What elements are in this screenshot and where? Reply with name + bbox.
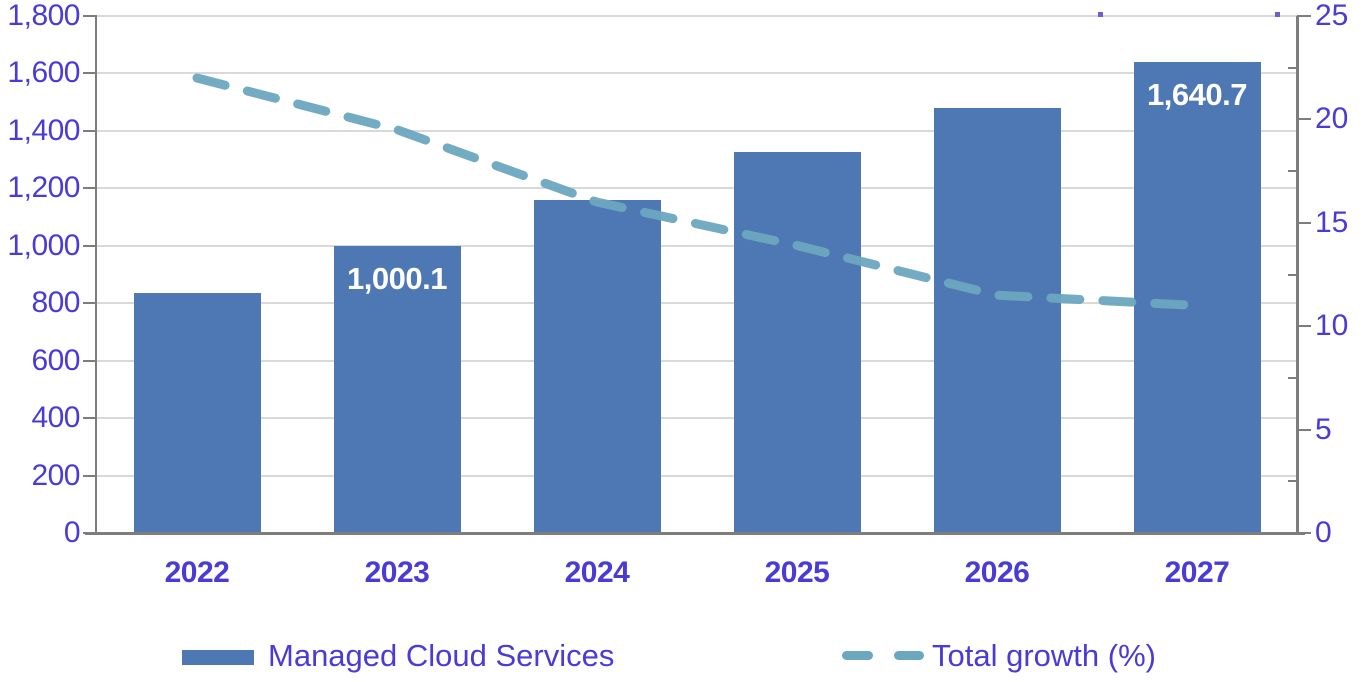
bar-2025 — [733, 152, 861, 532]
left-axis-tick — [83, 474, 97, 477]
legend-label-managed-cloud-services: Managed Cloud Services — [268, 638, 615, 673]
right-axis-minor-tick — [1288, 480, 1297, 483]
left-axis-tick-label: 200 — [31, 458, 80, 492]
bar-value-label: 1,640.7 — [1147, 76, 1247, 112]
x-axis-label-2024: 2024 — [564, 556, 630, 589]
right-axis-tick-label: 5 — [1315, 412, 1332, 446]
right-axis-minor-tick — [1288, 66, 1297, 69]
left-axis-tick-label: 1,000 — [7, 228, 80, 262]
artifact-dot — [1275, 12, 1280, 17]
gridline — [97, 129, 1297, 132]
right-axis-tick — [1297, 428, 1311, 431]
dashed-line-swatch — [894, 651, 924, 660]
gridline — [97, 15, 1297, 17]
bar-value-label: 1,000.1 — [347, 260, 447, 296]
x-axis-label-2023: 2023 — [364, 556, 430, 589]
bar-2023 — [333, 245, 461, 532]
left-axis-tick — [83, 187, 97, 190]
right-axis-tick-label: 0 — [1315, 516, 1332, 549]
x-axis-line — [85, 532, 1305, 535]
right-axis-tick-label: 10 — [1315, 309, 1349, 343]
left-axis-tick — [83, 72, 97, 75]
left-axis-tick — [83, 15, 97, 17]
right-axis-tick-label: 20 — [1315, 102, 1349, 136]
gridline — [97, 187, 1297, 190]
right-axis-tick-label: 25 — [1315, 0, 1349, 32]
bar-2027 — [1133, 61, 1261, 532]
right-axis-tick — [1297, 15, 1311, 17]
dashed-line-swatch — [842, 651, 873, 660]
right-axis-tick — [1297, 532, 1311, 534]
left-axis-tick — [83, 302, 97, 305]
bar-series-swatch — [182, 650, 254, 665]
legend-label-total-growth: Total growth (%) — [932, 638, 1156, 673]
x-axis-label-2027: 2027 — [1164, 556, 1230, 589]
left-axis-tick — [83, 532, 97, 534]
right-axis-minor-tick — [1288, 170, 1297, 173]
gridline — [97, 417, 1297, 420]
right-axis-tick — [1297, 221, 1311, 224]
left-axis-tick-label: 1,600 — [7, 56, 80, 90]
bar-2024 — [533, 199, 661, 532]
left-axis-tick — [83, 417, 97, 420]
left-axis-tick-label: 1,800 — [7, 0, 80, 32]
right-axis-tick — [1297, 118, 1311, 121]
total-growth-dashed-line — [192, 73, 1202, 310]
right-axis-line — [1296, 16, 1299, 533]
x-axis-label-2022: 2022 — [164, 556, 230, 589]
x-axis-label-2026: 2026 — [964, 556, 1030, 589]
bar-2022 — [133, 293, 261, 532]
gridline — [97, 359, 1297, 362]
gridline — [97, 72, 1297, 75]
left-axis-tick — [83, 129, 97, 132]
artifact-dot — [1098, 12, 1103, 17]
left-axis-tick — [83, 359, 97, 362]
gridline — [97, 302, 1297, 305]
left-axis-tick-label: 800 — [31, 286, 80, 320]
left-axis-tick-label: 1,400 — [7, 113, 80, 147]
left-axis-tick — [83, 244, 97, 247]
left-axis-tick-label: 600 — [31, 343, 80, 377]
left-axis-line — [95, 16, 97, 533]
bar-2026 — [933, 107, 1061, 532]
right-axis-tick-label: 15 — [1315, 205, 1349, 239]
x-axis-label-2025: 2025 — [764, 556, 830, 589]
gridline — [97, 474, 1297, 477]
right-axis-minor-tick — [1288, 273, 1297, 276]
left-axis-tick-label: 0 — [63, 516, 81, 549]
right-axis-minor-tick — [1288, 376, 1297, 379]
left-axis-tick-label: 1,200 — [7, 171, 80, 205]
right-axis-tick — [1297, 325, 1311, 328]
left-axis-tick-label: 400 — [31, 401, 80, 435]
gridline — [97, 244, 1297, 247]
